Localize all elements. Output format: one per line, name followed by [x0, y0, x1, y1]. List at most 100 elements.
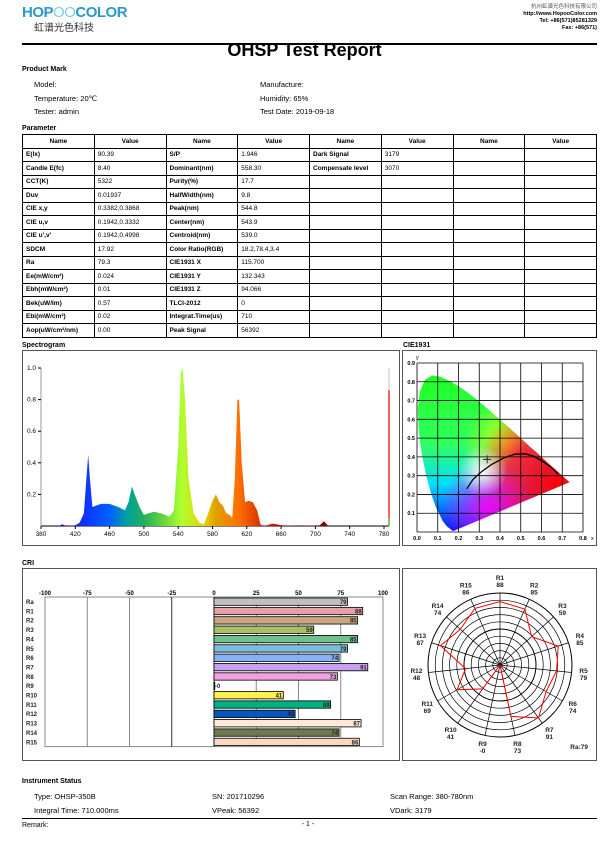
- value-cell: 710: [237, 309, 310, 324]
- value-cell: [380, 174, 454, 189]
- x-tick-label: 660: [276, 531, 287, 538]
- cri-row-label: R12: [26, 712, 38, 718]
- name-cell: Peak(nm): [165, 201, 239, 216]
- cri-polygon: [439, 601, 559, 719]
- name-cell: [452, 282, 526, 297]
- table-row: CIE u,v 0.1942,0.3332 Center(nm) 543.9: [22, 215, 597, 230]
- name-cell: Centroid(nm): [165, 228, 239, 243]
- polar-value: 48: [413, 675, 421, 682]
- name-cell: Candle E(fc): [22, 161, 95, 176]
- cri-value-label: 73: [330, 675, 337, 681]
- name-cell: [309, 174, 382, 189]
- value-cell: [524, 323, 597, 338]
- ra-label: Ra:79: [570, 744, 588, 751]
- name-cell: [452, 147, 526, 162]
- name-cell: [452, 296, 526, 311]
- y-tick-label: 0.1: [407, 511, 415, 517]
- cri-row-label: R5: [26, 647, 34, 653]
- table-row: CIE u',v' 0.1942,0.4998 Centroid(nm) 539.0: [22, 228, 597, 243]
- value-cell: [524, 296, 597, 311]
- name-cell: CCT(K): [22, 174, 95, 189]
- value-cell: 0.1942,0.3332: [93, 215, 167, 230]
- value-cell: [524, 242, 597, 257]
- cri-value-label: 85: [350, 637, 357, 643]
- value-cell: [380, 215, 454, 230]
- polar-label: R3: [558, 603, 567, 610]
- name-cell: [309, 282, 382, 297]
- value-cell: 0.01937: [93, 188, 167, 203]
- value-cell: [380, 269, 454, 284]
- polar-value: 74: [569, 708, 577, 715]
- cri-row-label: Ra: [26, 600, 34, 606]
- value-cell: [380, 228, 454, 243]
- polar-label: R14: [432, 603, 444, 610]
- value-cell: [524, 255, 597, 270]
- header-divider: [22, 43, 597, 45]
- polar-spoke: [446, 616, 501, 666]
- axis-tick-label: 50: [295, 591, 302, 597]
- cri-row-label: R9: [26, 684, 34, 690]
- x-tick-label: 0.2: [455, 536, 463, 542]
- name-cell: Name: [165, 134, 239, 149]
- value-cell: [524, 188, 597, 203]
- polar-label: R15: [460, 582, 472, 589]
- name-cell: CIE1931 X: [165, 255, 239, 270]
- instrument-type: Type: OHSP-350B: [34, 792, 96, 801]
- name-cell: CIE1931 Y: [165, 269, 239, 284]
- value-cell: [380, 323, 454, 338]
- cri-row-label: R1: [26, 609, 34, 615]
- cri-bar: [213, 672, 338, 681]
- x-tick-label: 580: [207, 531, 218, 538]
- value-cell: [524, 215, 597, 230]
- cri-bar: [213, 681, 216, 690]
- humidity: Humidity: 65%: [260, 94, 309, 103]
- axis-tick-label: 0: [212, 591, 216, 597]
- y-tick-label: 0.4: [407, 455, 416, 461]
- name-cell: Peak Signal: [165, 323, 239, 338]
- cri-bar: [213, 737, 360, 746]
- name-cell: [309, 242, 382, 257]
- polar-value: 88: [496, 582, 504, 589]
- x-tick-label: 380: [36, 531, 47, 538]
- measured-point-marker: [483, 455, 492, 464]
- x-tick-label: 780: [379, 531, 390, 538]
- value-cell: Value: [93, 134, 167, 149]
- cri-value-label: 91: [360, 665, 367, 671]
- y-tick-label: 0.7: [407, 399, 415, 405]
- value-cell: [380, 296, 454, 311]
- cri-bar: [213, 700, 332, 709]
- y-tick-label: 0.9: [407, 361, 415, 367]
- axis-tick-label: -100: [39, 591, 52, 597]
- name-cell: Ebi(mW/cm²): [22, 309, 95, 324]
- name-cell: Aop(uW/cm²/nm): [22, 323, 95, 338]
- cri-value-label: 69: [323, 703, 330, 709]
- parameter-heading: Parameter: [22, 125, 57, 132]
- parameter-table: Name Value Name Value Name Value Name Value E(lx…: [22, 134, 597, 338]
- name-cell: CIE u',v': [22, 228, 95, 243]
- product-mark-heading: Product Mark: [22, 66, 67, 73]
- name-cell: [452, 242, 526, 257]
- polar-spoke: [437, 664, 501, 702]
- name-cell: Bek(uW/lm): [22, 296, 95, 311]
- cri-row-label: R2: [26, 619, 34, 625]
- value-cell: [380, 309, 454, 324]
- polar-value: 73: [514, 748, 522, 755]
- x-tick-label: 460: [104, 531, 115, 538]
- value-cell: 8.40: [93, 161, 167, 176]
- cri-value-label: 88: [355, 609, 362, 615]
- x-tick-label: 0.6: [538, 536, 546, 542]
- polar-spoke: [499, 642, 569, 666]
- value-cell: 0.00: [93, 323, 167, 338]
- name-cell: Name: [309, 134, 382, 149]
- vpeak: VPeak: 56392: [212, 806, 260, 815]
- polar-label: R8: [513, 741, 522, 748]
- value-cell: 0.01: [93, 282, 167, 297]
- x-tick-label: 0.1: [434, 536, 442, 542]
- cri-bar: [213, 709, 296, 718]
- name-cell: SDCM: [22, 242, 95, 257]
- name-cell: Compensate level: [309, 161, 382, 176]
- name-cell: CIE1931 Z: [165, 282, 239, 297]
- name-cell: Color Ratio(RGB): [165, 242, 239, 257]
- polar-value: 86: [462, 589, 470, 596]
- y-tick-label: 0.5: [407, 436, 415, 442]
